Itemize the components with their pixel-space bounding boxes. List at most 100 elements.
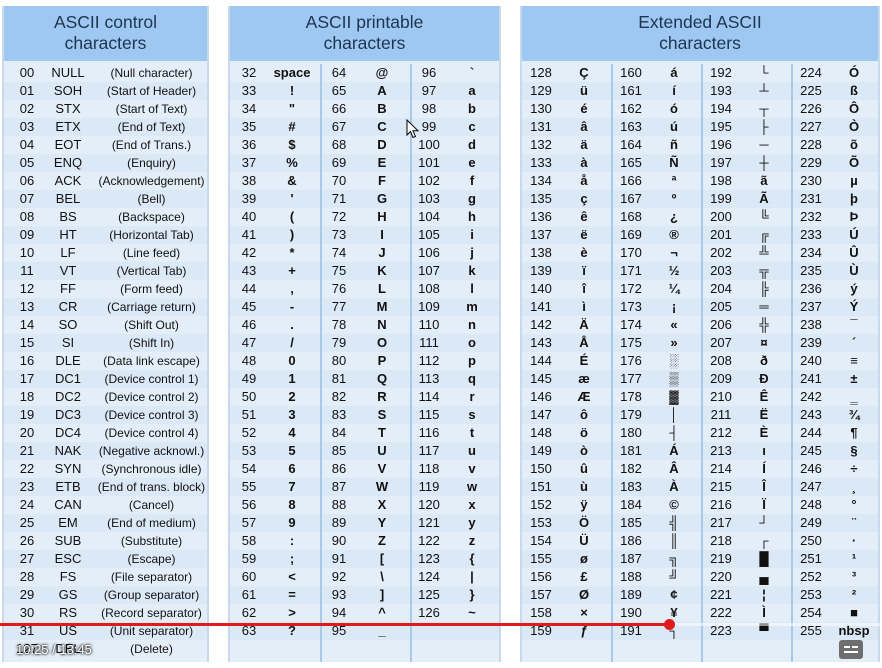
table-row: 154 Ü 186 ║ 218 ┌ 250 · bbox=[522, 532, 878, 550]
code-cell: 252 bbox=[800, 569, 822, 584]
char-cell: a bbox=[468, 83, 476, 98]
code-cell: 186 bbox=[620, 533, 642, 548]
char-cell: │ bbox=[669, 407, 679, 422]
char-cell: k bbox=[468, 263, 476, 278]
table-row: 132 ä 164 ñ 196 ─ 228 õ bbox=[522, 136, 878, 154]
char-cell: 7 bbox=[288, 479, 296, 494]
code-cell: 215 bbox=[710, 479, 732, 494]
time-display: 10:25 / 13:45 bbox=[16, 642, 92, 657]
table-row: 07 BEL (Bell) bbox=[4, 190, 207, 208]
char-cell: ê bbox=[580, 209, 588, 224]
code-cell: 51 bbox=[241, 407, 257, 422]
char-cell: ó bbox=[670, 101, 678, 116]
char-cell: ï bbox=[582, 263, 586, 278]
code-cell: 173 bbox=[620, 299, 642, 314]
code-cell: 240 bbox=[800, 353, 822, 368]
code-cell: 122 bbox=[418, 533, 440, 548]
code-cell: 251 bbox=[800, 551, 822, 566]
char-cell: ß bbox=[850, 83, 858, 98]
code-cell: 191 bbox=[620, 623, 642, 638]
code-cell: 124 bbox=[418, 569, 440, 584]
table-row: 31 US (Unit separator) bbox=[4, 622, 207, 640]
code-cell: 169 bbox=[620, 227, 642, 242]
code-cell: 61 bbox=[241, 587, 257, 602]
description-cell: (Shift Out) bbox=[124, 318, 179, 332]
table-row: 00 NULL (Null character) bbox=[4, 64, 207, 82]
char-cell: ñ bbox=[670, 137, 678, 152]
abbr-cell: SOH bbox=[53, 83, 83, 98]
table-row: 151 ù 183 À 215 Î 247 ¸ bbox=[522, 478, 878, 496]
code-cell: 29 bbox=[19, 587, 35, 602]
table-row: 38 & 70 F 102 f bbox=[230, 172, 499, 190]
char-cell: 0 bbox=[288, 353, 296, 368]
code-cell: 241 bbox=[800, 371, 822, 386]
code-cell: 99 bbox=[421, 119, 437, 134]
char-cell: ø bbox=[580, 551, 588, 566]
code-cell: 53 bbox=[241, 443, 257, 458]
char-cell: m bbox=[466, 299, 478, 314]
code-cell: 208 bbox=[710, 353, 732, 368]
captions-button[interactable] bbox=[839, 640, 863, 659]
code-cell: 105 bbox=[418, 227, 440, 242]
char-cell: 6 bbox=[288, 461, 296, 476]
code-cell: 192 bbox=[710, 65, 732, 80]
table-row: 142 Ä 174 « 206 ╬ 238 ¯ bbox=[522, 316, 878, 334]
progress-bar[interactable] bbox=[0, 619, 882, 630]
table-row: 127 DEL (Delete) bbox=[4, 640, 207, 658]
description-cell: (End of trans. block) bbox=[97, 480, 206, 494]
table-row: 136 ê 168 ¿ 200 ╚ 232 Þ bbox=[522, 208, 878, 226]
panel-title-line2: characters bbox=[323, 33, 406, 53]
char-cell: S bbox=[377, 407, 387, 422]
char-cell: { bbox=[469, 551, 475, 566]
table-row: 17 DC1 (Device control 1) bbox=[4, 370, 207, 388]
char-cell: ┴ bbox=[759, 83, 769, 98]
code-cell: 91 bbox=[331, 551, 347, 566]
code-cell: 40 bbox=[241, 209, 257, 224]
char-cell: Ø bbox=[578, 587, 590, 602]
code-cell: 03 bbox=[19, 119, 35, 134]
char-cell: o bbox=[468, 335, 476, 350]
panel-title-line1: Extended ASCII bbox=[638, 12, 762, 32]
code-cell: 141 bbox=[530, 299, 552, 314]
char-cell: õ bbox=[850, 137, 858, 152]
code-cell: 22 bbox=[19, 461, 35, 476]
code-cell: 06 bbox=[19, 173, 35, 188]
char-cell: ' bbox=[290, 191, 294, 206]
code-cell: 149 bbox=[530, 443, 552, 458]
code-cell: 250 bbox=[800, 533, 822, 548]
char-cell: ¢ bbox=[670, 587, 678, 602]
code-cell: 88 bbox=[331, 497, 347, 512]
abbr-cell: CAN bbox=[54, 497, 82, 512]
code-cell: 166 bbox=[620, 173, 642, 188]
char-cell: Q bbox=[376, 371, 388, 386]
char-cell: e bbox=[468, 155, 476, 170]
char-cell: ≡ bbox=[850, 353, 858, 368]
table-row: 61 = 93] 125} bbox=[230, 586, 499, 604]
code-cell: 197 bbox=[710, 155, 732, 170]
char-cell: _ bbox=[378, 623, 386, 638]
code-cell: 23 bbox=[19, 479, 35, 494]
code-cell: 18 bbox=[19, 389, 35, 404]
progress-fill bbox=[0, 623, 669, 626]
table-row: 138 è 170 ¬ 202 ╩ 234 Û bbox=[522, 244, 878, 262]
progress-scrubber[interactable] bbox=[663, 619, 675, 630]
char-cell: â bbox=[580, 119, 588, 134]
char-cell: Ë bbox=[759, 407, 769, 422]
code-cell: 80 bbox=[331, 353, 347, 368]
column-divider bbox=[701, 64, 703, 662]
code-cell: 235 bbox=[800, 263, 822, 278]
table-row: 05 ENQ (Enquiry) bbox=[4, 154, 207, 172]
abbr-cell: SYN bbox=[54, 461, 82, 476]
abbr-cell: FF bbox=[60, 281, 76, 296]
code-cell: 184 bbox=[620, 497, 642, 512]
code-cell: 193 bbox=[710, 83, 732, 98]
code-cell: 127 bbox=[16, 641, 38, 656]
abbr-cell: NAK bbox=[54, 443, 82, 458]
abbr-cell: GS bbox=[58, 587, 78, 602]
char-cell: 5 bbox=[288, 443, 296, 458]
code-cell: 172 bbox=[620, 281, 642, 296]
code-cell: 107 bbox=[418, 263, 440, 278]
description-cell: (Negative acknowl.) bbox=[98, 444, 205, 458]
code-cell: 33 bbox=[241, 83, 257, 98]
